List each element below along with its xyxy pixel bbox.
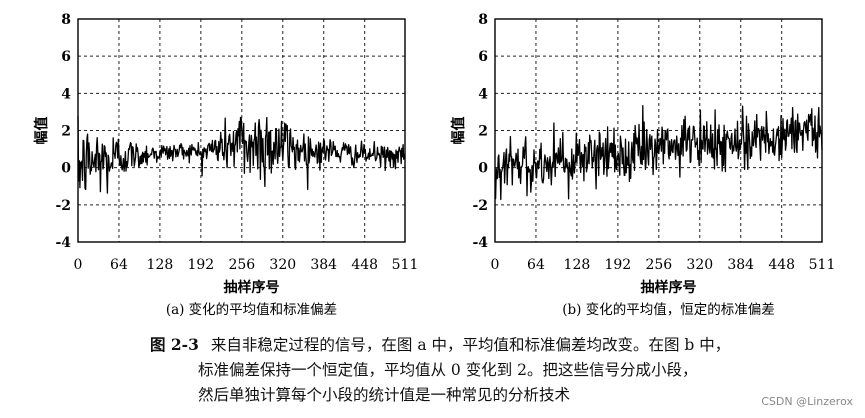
chart-b-xtick-label: 384 (727, 257, 754, 273)
chart-b-y-axis-label: 幅值 (450, 117, 467, 145)
chart-a-ytick-label: -4 (55, 235, 71, 251)
chart-b-ytick-label: -4 (472, 235, 488, 251)
chart-b-ytick-label: 8 (478, 12, 488, 28)
chart-a-xtick-label: 448 (351, 257, 378, 273)
chart-a-xtick-label: 64 (110, 257, 128, 273)
chart-a-grid (78, 19, 405, 242)
chart-b-xtick-label: 511 (809, 257, 836, 273)
chart-a-ytick-label: 6 (61, 49, 71, 65)
chart-a-y-axis-label: 幅值 (33, 117, 50, 145)
chart-b-subcaption: (b) 变化的平均值，恒定的标准偏差 (562, 302, 774, 318)
chart-b-ytick-label: -2 (472, 198, 488, 214)
chart-a-subcaption: (a) 变化的平均值和标准偏差 (166, 302, 337, 318)
chart-b-ytick-label: 2 (478, 124, 488, 140)
chart-b-signal-line (494, 104, 823, 201)
chart-b-ytick-label: 4 (478, 86, 488, 102)
chart-a-ytick-label: -2 (55, 198, 71, 214)
chart-a-xtick-label: 192 (187, 257, 214, 273)
chart-a-x-axis-label: 抽样序号 (224, 279, 280, 296)
watermark: CSDN @Linzerox (761, 395, 853, 408)
chart-b: -4 -2 0 2 4 6 8 0 64 128 192 256 320 384 448 511 抽样序号 幅值 (… (430, 0, 865, 330)
caption-line-2: 标准偏差保持一个恒定值，平均值从 0 变化到 2。把这些信号分成小段， (198, 361, 698, 379)
chart-a: -4 -2 0 2 4 6 8 0 64 128 192 256 320 384 448 511 抽样序号 幅值 (… (0, 0, 430, 330)
figure-caption: 图 2-3 来自非稳定过程的信号，在图 a 中，平均值和标准偏差均改变。在图 b … (150, 332, 730, 408)
chart-b-svg: -4 -2 0 2 4 6 8 0 64 128 192 256 320 384 448 511 抽样序号 幅值 (… (450, 12, 836, 318)
chart-a-xtick-label: 320 (269, 257, 296, 273)
chart-b-xtick-label: 320 (686, 257, 713, 273)
chart-a-xtick-label: 0 (74, 257, 83, 273)
chart-a-signal-line (77, 116, 406, 194)
chart-a-xtick-label: 511 (392, 257, 419, 273)
chart-b-xtick-label: 448 (768, 257, 795, 273)
caption-line-3: 然后单独计算每个小段的统计值是一种常见的分析技术 (198, 386, 571, 404)
chart-a-xtick-label: 384 (310, 257, 337, 273)
chart-b-xtick-label: 64 (527, 257, 545, 273)
chart-b-xtick-label: 128 (564, 257, 591, 273)
chart-a-ytick-label: 8 (61, 12, 71, 28)
chart-b-ytick-label: 0 (478, 161, 488, 177)
caption-line-1: 来自非稳定过程的信号，在图 a 中，平均值和标准偏差均改变。在图 b 中， (210, 336, 731, 354)
chart-a-ytick-label: 4 (61, 86, 71, 102)
chart-b-xtick-label: 0 (491, 257, 500, 273)
chart-a-svg: -4 -2 0 2 4 6 8 0 64 128 192 256 320 384 448 511 抽样序号 幅值 (… (33, 12, 419, 318)
chart-b-x-axis-label: 抽样序号 (641, 279, 697, 296)
chart-b-plot-frame (494, 18, 823, 243)
chart-b-xtick-label: 256 (645, 257, 672, 273)
chart-a-plot-frame (77, 18, 406, 243)
chart-b-ytick-label: 6 (478, 49, 488, 65)
chart-a-xtick-label: 256 (228, 257, 255, 273)
chart-a-xtick-label: 128 (147, 257, 174, 273)
figure-number: 图 2-3 (150, 335, 199, 354)
chart-a-ytick-label: 2 (61, 124, 71, 140)
chart-b-xtick-label: 192 (604, 257, 631, 273)
chart-a-ytick-label: 0 (61, 161, 71, 177)
